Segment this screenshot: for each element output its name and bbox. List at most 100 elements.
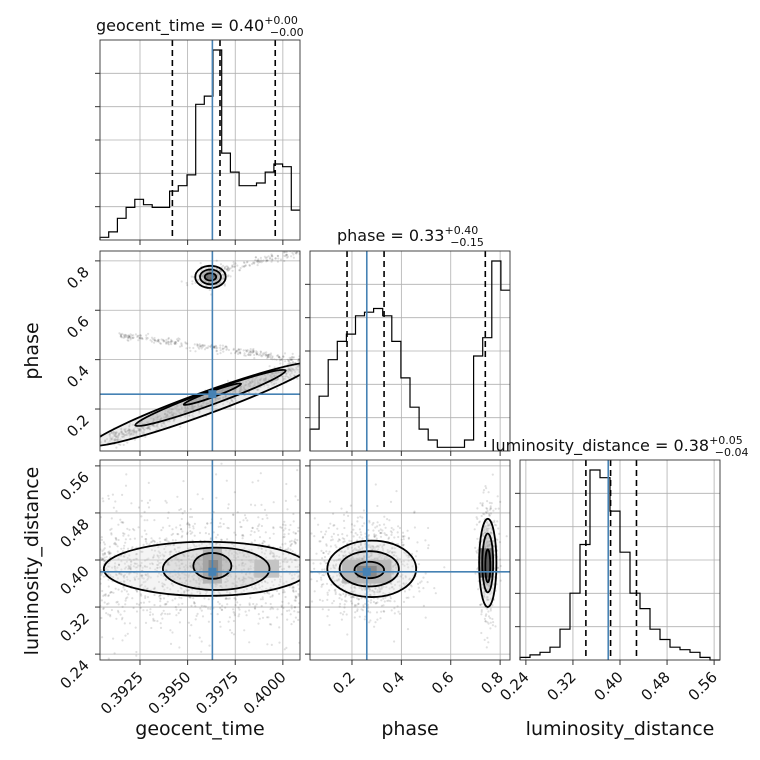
sample-point xyxy=(117,611,120,614)
sample-point xyxy=(121,332,124,335)
sample-point xyxy=(164,603,167,606)
sample-point xyxy=(167,340,170,344)
sample-point xyxy=(166,411,169,414)
sample-point xyxy=(156,620,159,623)
sample-point xyxy=(110,438,113,441)
sample-point xyxy=(270,606,273,609)
sample-point xyxy=(482,489,486,492)
sample-point xyxy=(263,351,266,354)
sample-point xyxy=(194,585,197,588)
sample-point xyxy=(407,596,410,599)
sample-point xyxy=(247,353,250,356)
sample-point xyxy=(157,340,161,343)
sample-point xyxy=(284,499,287,502)
sample-point xyxy=(157,340,160,343)
sample-point xyxy=(330,535,333,538)
sample-point xyxy=(355,604,358,607)
sample-point xyxy=(205,402,208,405)
sample-point xyxy=(100,574,103,577)
sample-point xyxy=(219,525,222,528)
sample-point xyxy=(179,577,182,580)
sample-point xyxy=(122,534,125,537)
sample-point xyxy=(218,282,221,285)
sample-point xyxy=(235,551,238,555)
sample-point xyxy=(172,418,175,421)
sample-point xyxy=(253,378,256,381)
sample-point xyxy=(285,251,288,253)
sample-point xyxy=(153,336,156,340)
sample-point xyxy=(252,588,255,591)
sample-point xyxy=(154,416,157,419)
sample-point xyxy=(491,617,494,621)
sample-point xyxy=(255,579,259,582)
sample-point xyxy=(344,595,347,598)
sample-point xyxy=(487,622,490,625)
sample-point xyxy=(282,523,285,526)
sample-point xyxy=(262,259,265,262)
sample-point xyxy=(147,427,150,430)
sample-point xyxy=(285,372,288,376)
sample-point xyxy=(178,345,182,348)
sample-point xyxy=(180,559,183,562)
sample-point xyxy=(269,552,272,556)
sample-point xyxy=(171,584,175,587)
sample-point xyxy=(185,281,188,285)
sample-point xyxy=(220,586,223,589)
sample-point xyxy=(128,558,131,561)
sample-point xyxy=(180,345,183,348)
sample-point xyxy=(486,544,489,548)
sample-point xyxy=(290,358,293,361)
sample-point xyxy=(107,441,110,444)
sample-point xyxy=(485,595,488,598)
sample-point xyxy=(486,588,489,591)
sample-point xyxy=(214,399,217,402)
sample-point xyxy=(127,534,130,537)
sample-point xyxy=(234,389,237,393)
sample-point xyxy=(111,436,114,439)
sample-point xyxy=(200,650,203,653)
sample-point xyxy=(176,576,179,579)
sample-point xyxy=(148,427,152,431)
sample-point xyxy=(273,555,276,558)
sample-point xyxy=(266,355,270,358)
sample-point xyxy=(234,565,237,568)
sample-point xyxy=(272,607,275,610)
contour-layer xyxy=(100,264,498,608)
sample-point xyxy=(170,412,173,415)
sample-point xyxy=(321,608,324,611)
sample-point xyxy=(341,550,344,553)
sample-point xyxy=(407,559,410,562)
sample-point xyxy=(144,621,148,625)
sample-point xyxy=(278,592,281,596)
sample-point xyxy=(488,543,491,546)
sample-point xyxy=(135,589,138,592)
sample-point xyxy=(256,264,259,267)
sample-point xyxy=(280,357,283,360)
sample-point xyxy=(125,590,128,593)
sample-point xyxy=(433,587,436,590)
sample-point xyxy=(369,619,372,622)
sample-point xyxy=(265,353,268,357)
sample-point xyxy=(253,531,256,534)
sample-point xyxy=(239,525,242,528)
sample-point xyxy=(231,265,234,268)
sample-point xyxy=(125,335,128,339)
sample-point xyxy=(346,558,349,561)
sample-point xyxy=(199,607,202,610)
sample-point xyxy=(149,608,152,611)
sample-point xyxy=(160,338,163,341)
sample-point xyxy=(216,583,219,586)
sample-point xyxy=(494,507,497,510)
sample-point xyxy=(289,361,292,365)
sample-point xyxy=(145,336,148,339)
sample-point xyxy=(426,581,429,584)
sample-point xyxy=(282,582,285,585)
sample-point xyxy=(123,576,126,579)
sample-point xyxy=(109,437,112,440)
sample-point xyxy=(248,350,251,353)
sample-point xyxy=(239,348,242,351)
sample-point xyxy=(117,538,120,542)
sample-point xyxy=(397,525,400,528)
sample-point xyxy=(196,344,199,347)
sample-point xyxy=(221,608,224,612)
